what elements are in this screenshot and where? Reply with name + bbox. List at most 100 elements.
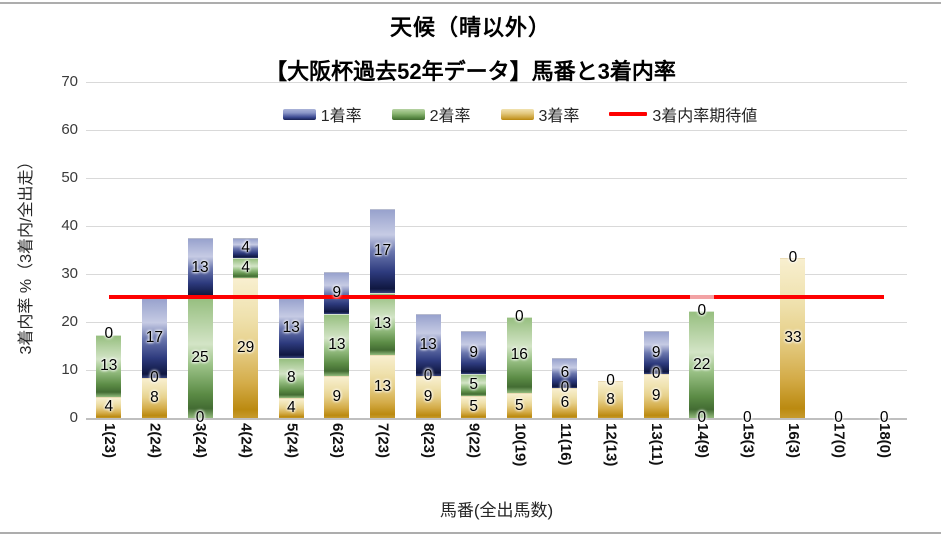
bar-segment-third-4(24)[interactable] [233, 277, 259, 418]
data-label: 8 [150, 388, 159, 406]
legend-item-third[interactable]: 3着率 [500, 102, 580, 126]
bar-segment-second-9(22)[interactable] [461, 374, 487, 397]
legend-item-expected-line[interactable]: 3着内率期待値 [609, 102, 757, 126]
bar-segment-win-13(11)[interactable] [643, 330, 669, 375]
data-label: 0 [651, 365, 661, 383]
bar-segment-second-10(19)[interactable] [506, 316, 532, 393]
x-axis-category-label: 13(11) [648, 423, 666, 466]
data-label: 5 [469, 376, 478, 394]
x-axis-category-label: 11(16) [556, 423, 574, 466]
bar-segment-third-6(23)[interactable] [324, 376, 350, 418]
x-axis-line [86, 418, 907, 420]
data-label: 6 [560, 363, 570, 381]
bar-segment-third-12(13)[interactable] [598, 381, 624, 418]
data-label: 17 [373, 241, 392, 259]
gridline [86, 82, 907, 83]
bar-segment-second-14(9)[interactable] [689, 311, 715, 418]
bar-segment-third-1(23)[interactable] [96, 397, 122, 418]
bar-segment-third-8(23)[interactable] [415, 376, 441, 418]
x-axis-category-label: 14(9) [693, 423, 711, 459]
x-axis-category-label: 1(23) [100, 423, 118, 459]
bar-segment-third-7(23)[interactable] [369, 355, 395, 418]
bar-segment-third-9(22)[interactable] [461, 396, 487, 418]
bar-segment-win-5(24)[interactable] [278, 298, 304, 358]
bar-segment-second-5(24)[interactable] [278, 358, 304, 398]
legend: 1着率 2着率 3着率 3着内率期待値 [100, 102, 940, 126]
bar-segment-third-10(19)[interactable] [506, 392, 532, 418]
y-axis-tick-label: 40 [61, 217, 78, 234]
bar-segment-second-4(24)[interactable] [233, 257, 259, 278]
data-label: 13 [282, 318, 300, 336]
bar-segment-win-4(24)[interactable] [233, 237, 259, 258]
bar-segment-third-11(16)[interactable] [552, 388, 578, 418]
data-label: 0 [697, 302, 707, 320]
data-label: 0 [788, 249, 798, 267]
chart-subtitle: 【大阪杯過去52年データ】馬番と3着内率 [265, 59, 676, 84]
legend-label-win: 1着率 [320, 108, 362, 125]
legend-item-second[interactable]: 2着率 [391, 102, 471, 126]
legend-label-third: 3着率 [538, 108, 580, 125]
data-label: 13 [191, 258, 209, 276]
gridline [86, 322, 907, 323]
bar-segment-win-7(23)[interactable] [369, 209, 395, 293]
data-label: 0 [423, 367, 433, 385]
data-label: 0 [514, 307, 524, 325]
gridline [86, 178, 907, 179]
x-axis-category-label: 7(23) [374, 423, 392, 459]
data-label: 13 [419, 336, 437, 354]
bar-segment-second-7(23)[interactable] [369, 292, 395, 356]
data-label: 0 [150, 369, 159, 387]
x-axis-category-label: 17(0) [830, 423, 848, 459]
bar-segment-win-6(23)[interactable] [324, 271, 350, 314]
y-axis-tick-label: 50 [61, 169, 78, 186]
bar-segment-win-3(24)[interactable] [187, 238, 213, 298]
legend-label-second: 2着率 [429, 108, 471, 125]
data-label: 4 [104, 398, 114, 416]
bar-segment-second-1(23)[interactable] [96, 334, 122, 398]
y-axis-tick-label: 10 [61, 361, 78, 378]
bar-segment-win-9(22)[interactable] [461, 330, 487, 375]
x-axis-category-label: 5(24) [283, 423, 301, 459]
data-label: 29 [237, 338, 255, 356]
gridline [86, 130, 907, 131]
bar-segment-win-11(16)[interactable] [552, 358, 578, 388]
win-rate-swatch-icon [282, 108, 316, 120]
data-label: 25 [191, 349, 209, 366]
data-label: 4 [241, 239, 250, 257]
expected-line-light-segment [689, 294, 714, 299]
data-label: 13 [373, 377, 392, 395]
y-axis-tick-label: 20 [61, 313, 78, 330]
data-label: 0 [743, 409, 752, 426]
data-label: 0 [104, 325, 114, 343]
gridline [86, 370, 907, 371]
data-label: 0 [697, 409, 707, 426]
third-rate-swatch-icon [500, 108, 534, 120]
x-axis-title: 馬番(全出馬数) [439, 501, 554, 520]
window-top-border [0, 2, 941, 4]
legend-item-win[interactable]: 1着率 [282, 102, 362, 126]
gridline [86, 226, 907, 227]
second-rate-swatch-icon [391, 108, 425, 120]
x-axis-category-label: 3(24) [192, 423, 210, 459]
bar-segment-third-2(24)[interactable] [141, 378, 167, 418]
bar-segment-third-5(24)[interactable] [278, 397, 304, 418]
expected-line-swatch-icon [609, 112, 648, 116]
data-label: 13 [373, 314, 392, 332]
bar-segment-third-13(11)[interactable] [643, 374, 669, 418]
x-axis-category-label: 12(13) [602, 423, 620, 467]
data-label: 9 [469, 343, 478, 361]
x-axis-category-label: 4(24) [237, 423, 255, 459]
data-label: 9 [651, 343, 661, 361]
bar-segment-win-8(23)[interactable] [415, 313, 441, 377]
y-axis-title: 3着内率 %（3着内/全出走） [18, 153, 35, 355]
expected-value-line[interactable] [108, 294, 885, 299]
data-label: 9 [423, 388, 433, 406]
data-label: 6 [560, 394, 570, 412]
x-axis-category-label: 16(3) [784, 423, 802, 459]
bar-segment-third-16(3)[interactable] [780, 258, 806, 418]
bar-segment-second-6(23)[interactable] [324, 313, 350, 377]
x-axis-category-label: 2(24) [146, 423, 164, 459]
window-bottom-border [0, 532, 941, 534]
x-axis-category-label: 15(3) [739, 423, 757, 459]
